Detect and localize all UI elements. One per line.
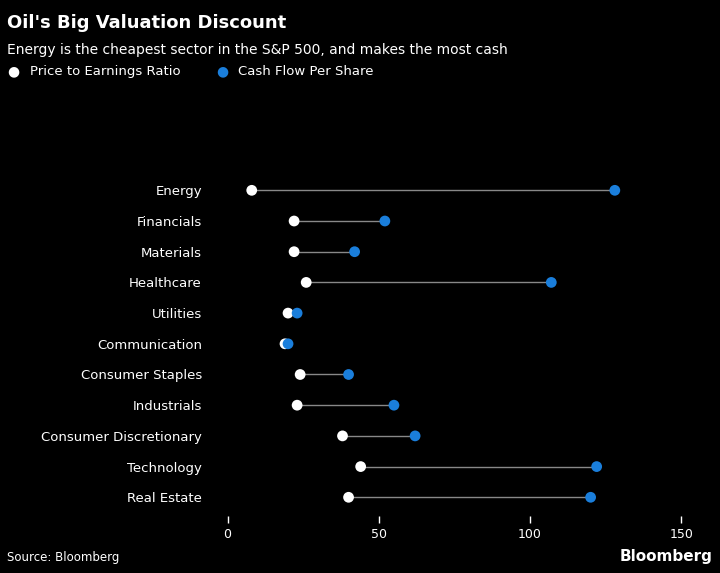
Point: [282, 339, 294, 348]
Point: [337, 431, 348, 441]
Point: [279, 339, 291, 348]
Text: ●: ●: [7, 65, 19, 79]
Point: [246, 186, 258, 195]
Point: [294, 370, 306, 379]
Text: Source: Bloomberg: Source: Bloomberg: [7, 551, 120, 564]
Point: [388, 401, 400, 410]
Point: [300, 278, 312, 287]
Point: [355, 462, 366, 471]
Text: Cash Flow Per Share: Cash Flow Per Share: [238, 65, 373, 78]
Point: [546, 278, 557, 287]
Point: [292, 308, 303, 317]
Point: [609, 186, 621, 195]
Point: [585, 493, 596, 502]
Point: [379, 217, 391, 226]
Text: Price to Earnings Ratio: Price to Earnings Ratio: [30, 65, 181, 78]
Text: Bloomberg: Bloomberg: [620, 550, 713, 564]
Point: [288, 247, 300, 256]
Point: [282, 308, 294, 317]
Text: ●: ●: [216, 65, 228, 79]
Point: [410, 431, 421, 441]
Text: Oil's Big Valuation Discount: Oil's Big Valuation Discount: [7, 14, 287, 32]
Point: [591, 462, 603, 471]
Text: Energy is the cheapest sector in the S&P 500, and makes the most cash: Energy is the cheapest sector in the S&P…: [7, 43, 508, 57]
Point: [292, 401, 303, 410]
Point: [349, 247, 361, 256]
Point: [343, 493, 354, 502]
Point: [288, 217, 300, 226]
Point: [343, 370, 354, 379]
